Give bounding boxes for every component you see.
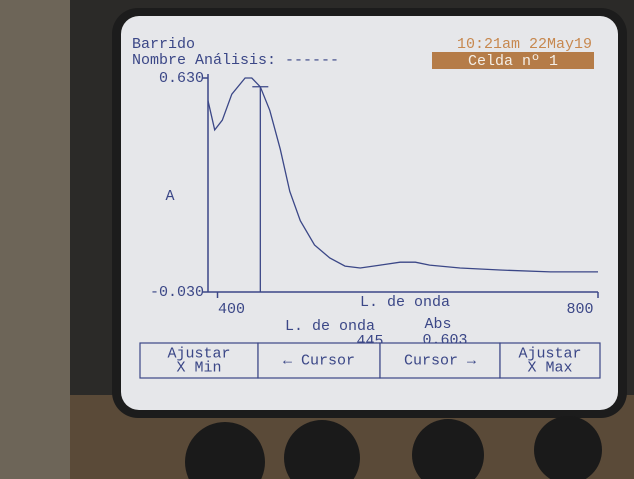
mode-title: Barrido xyxy=(132,36,195,53)
hardware-button[interactable] xyxy=(412,419,484,479)
hardware-button[interactable] xyxy=(534,416,602,479)
softkey-label: X Min xyxy=(176,359,221,376)
y-tick-label: 0.630 xyxy=(159,70,204,87)
softkey[interactable] xyxy=(499,342,601,379)
screen xyxy=(121,16,618,410)
x-tick-label: 800 xyxy=(566,301,593,318)
cell-badge xyxy=(432,52,594,69)
hardware-button[interactable] xyxy=(284,420,360,479)
analysis-name: Nombre Análisis: ------ xyxy=(132,52,339,69)
softkey-label: Ajustar xyxy=(167,345,230,362)
softkey-label: X Max xyxy=(527,359,572,376)
softkey-label: Cursor → xyxy=(404,352,476,369)
datetime: 10:21am 22May19 xyxy=(457,36,592,53)
hardware-button[interactable] xyxy=(185,422,265,479)
y-axis-label: A xyxy=(165,188,174,205)
softkey-label: Ajustar xyxy=(518,345,581,362)
x-tick-label: 400 xyxy=(218,301,245,318)
softkey[interactable] xyxy=(139,342,259,379)
x-axis-label: L. de onda xyxy=(360,294,450,311)
table-edge xyxy=(0,0,70,479)
readout-y-label: Abs xyxy=(424,316,451,333)
y-tick-label: -0.030 xyxy=(150,284,204,301)
readout-x-label: L. de onda xyxy=(285,318,375,335)
softkey[interactable] xyxy=(257,342,381,379)
softkey-label: ← Cursor xyxy=(283,352,355,369)
spectrum-line xyxy=(207,77,598,273)
cell-number: Celda nº 1 xyxy=(468,53,558,70)
